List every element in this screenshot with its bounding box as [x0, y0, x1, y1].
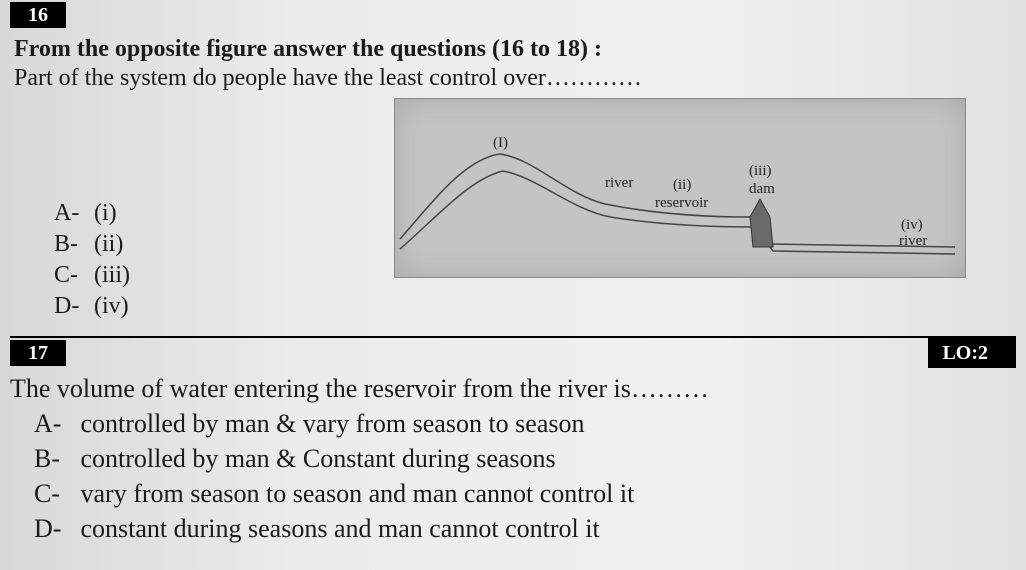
q16-number-box: 16	[10, 2, 66, 28]
figure-label-ii: (ii)	[673, 177, 691, 194]
figure-label-reservoir: reservoir	[655, 195, 708, 212]
option-text: controlled by man & Constant during seas…	[81, 444, 556, 473]
q16-option-d: D- (iv)	[54, 293, 394, 320]
figure-label-iii: (iii)	[749, 163, 772, 180]
option-text: (iii)	[94, 262, 130, 288]
q16-option-a: A- (i)	[54, 200, 394, 227]
option-text: controlled by man & vary from season to …	[81, 409, 585, 438]
q17-number-box: 17	[10, 340, 66, 366]
dam-shape	[750, 199, 773, 247]
q16-figure-wrap: (I) river (ii) reservoir (iii) dam (iv) …	[394, 96, 1016, 324]
option-letter: A-	[34, 409, 74, 439]
figure-label-dam: dam	[749, 181, 775, 198]
option-text: vary from season to season and man canno…	[81, 479, 635, 508]
exam-page: 16 From the opposite figure answer the q…	[0, 0, 1026, 570]
q16-options: A- (i) B- (ii) C- (iii) D- (iv)	[10, 96, 394, 324]
q16-option-b: B- (ii)	[54, 231, 394, 258]
q17-header-bar: 17 LO:2	[10, 338, 1016, 368]
figure-label-iv: (iv)	[901, 217, 923, 234]
option-letter: B-	[54, 231, 88, 258]
option-text: constant during seasons and man cannot c…	[81, 514, 600, 543]
figure-label-i: (I)	[493, 135, 508, 152]
q17-option-c: C- vary from season to season and man ca…	[34, 479, 1016, 509]
q17-lo-box: LO:2	[928, 338, 1016, 368]
q17-option-b: B- controlled by man & Constant during s…	[34, 444, 1016, 474]
q16-figure: (I) river (ii) reservoir (iii) dam (iv) …	[394, 98, 966, 278]
figure-label-river2: river	[899, 233, 927, 250]
q16-option-c: C- (iii)	[54, 262, 394, 289]
option-letter: A-	[54, 200, 88, 227]
option-letter: D-	[34, 514, 74, 544]
option-letter: D-	[54, 293, 88, 320]
q16-prompt: Part of the system do people have the le…	[14, 65, 1016, 92]
q16-instruction: From the opposite figure answer the ques…	[14, 36, 1016, 63]
option-text: (ii)	[94, 231, 123, 257]
option-text: (i)	[94, 200, 117, 226]
q16-header-bar: 16	[10, 0, 1016, 30]
q17-prompt: The volume of water entering the reservo…	[10, 374, 1016, 404]
q16-body-row: A- (i) B- (ii) C- (iii) D- (iv)	[10, 96, 1016, 324]
q17-options: A- controlled by man & vary from season …	[10, 409, 1016, 544]
q17-option-a: A- controlled by man & vary from season …	[34, 409, 1016, 439]
option-text: (iv)	[94, 293, 129, 319]
option-letter: C-	[54, 262, 88, 289]
option-letter: C-	[34, 479, 74, 509]
option-letter: B-	[34, 444, 74, 474]
figure-label-river1: river	[605, 175, 633, 192]
q17-option-d: D- constant during seasons and man canno…	[34, 514, 1016, 544]
